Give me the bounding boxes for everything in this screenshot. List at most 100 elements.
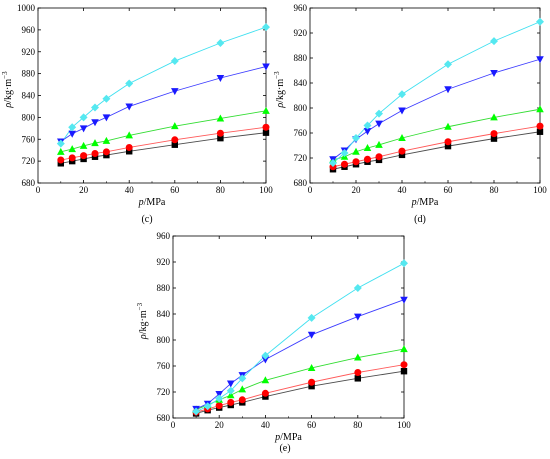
y-tick-label: 680 — [294, 178, 308, 188]
series-line — [332, 21, 541, 164]
y-axis-unit: /kg·m — [275, 79, 286, 103]
y-axis-label: ρ/kg·m−3 — [1, 71, 14, 109]
y-axis-label: ρ/kg·m−3 — [273, 71, 286, 109]
square-marker — [354, 375, 361, 382]
x-tick-label: 60 — [170, 185, 180, 195]
panel-e: 0 20 40 60 80 100 680 720 760 800 840 880 920 960 p/MP… — [136, 231, 411, 454]
circle-marker — [91, 149, 99, 157]
series-line — [195, 370, 405, 414]
y-tick-label: 760 — [157, 361, 171, 371]
circle-marker — [308, 378, 316, 386]
circle-marker — [238, 396, 246, 404]
y-axis-unit-exponent: −3 — [136, 302, 144, 310]
triangle-down-marker — [215, 390, 223, 398]
y-tick-label: 800 — [22, 112, 36, 122]
triangle-up-marker — [68, 145, 76, 153]
x-axis-label: p/MPa — [274, 432, 302, 443]
diamond-marker — [536, 17, 544, 26]
y-tick-label: 960 — [22, 25, 36, 35]
y-tick-label: 920 — [157, 257, 171, 267]
diamond-marker — [215, 394, 224, 403]
triangle-up-marker — [57, 147, 65, 155]
diamond-marker — [340, 149, 349, 157]
circle-marker — [262, 123, 270, 131]
diamond-marker — [125, 79, 134, 88]
triangle-up-marker — [398, 134, 406, 141]
x-axis-variable: p — [138, 197, 144, 208]
y-axis-unit: /kg·m — [3, 79, 14, 103]
triangle-up-marker — [444, 122, 452, 130]
circle-marker — [536, 122, 544, 130]
x-axis-label: p/MPa — [411, 197, 439, 208]
circle-marker — [444, 138, 452, 146]
y-tick-label: 880 — [157, 283, 171, 293]
x-axis-variable: p — [411, 197, 417, 208]
triangle-down-marker — [354, 313, 362, 321]
panel-label: (e) — [279, 443, 290, 454]
diamond-marker — [226, 386, 235, 395]
square-marker — [400, 368, 408, 375]
diamond-marker — [444, 60, 452, 69]
series-line — [332, 125, 541, 168]
triangle-down-marker — [226, 380, 235, 388]
triangle-down-marker — [79, 125, 88, 133]
triangle-down-marker — [536, 56, 544, 64]
y-tick-label: 920 — [294, 28, 308, 38]
circle-marker — [102, 148, 110, 156]
triangle-up-marker — [354, 353, 362, 361]
x-axis-variable: p — [274, 432, 280, 443]
circle-marker — [352, 158, 360, 166]
circle-marker — [375, 153, 383, 161]
y-tick-label: 680 — [22, 178, 36, 188]
y-tick-label: 800 — [294, 103, 308, 113]
plot-frame — [172, 235, 405, 419]
triangle-up-marker — [171, 122, 179, 130]
triangle-down-marker — [68, 130, 76, 138]
triangle-down-marker — [398, 107, 406, 115]
x-tick-label: 40 — [125, 185, 135, 195]
circle-marker — [68, 154, 76, 162]
x-tick-label: 20 — [352, 185, 362, 195]
panel-c: 0 20 40 60 80 100 680 720 760 800 840 880 920 960 1000… — [1, 3, 273, 225]
triangle-down-marker — [125, 103, 133, 111]
circle-marker — [341, 160, 348, 168]
triangle-down-marker — [444, 86, 452, 94]
x-tick-label: 100 — [533, 185, 547, 195]
diamond-marker — [398, 90, 406, 99]
x-tick-label: 40 — [261, 420, 271, 430]
triangle-up-marker — [91, 139, 99, 147]
y-tick-label: 840 — [157, 309, 171, 319]
circle-marker — [354, 369, 362, 376]
triangle-down-marker — [400, 296, 408, 304]
diamond-marker — [192, 407, 201, 416]
diamond-marker — [170, 57, 179, 66]
diamond-marker — [307, 313, 316, 322]
circle-marker — [364, 155, 371, 163]
y-tick-label: 680 — [157, 413, 171, 423]
diamond-marker — [216, 39, 225, 47]
circle-marker — [171, 136, 179, 144]
triangle-down-marker — [262, 63, 270, 71]
y-axis-variable: ρ — [3, 103, 14, 109]
x-tick-label: 60 — [444, 185, 454, 195]
diamond-marker — [56, 139, 65, 148]
square-marker — [444, 142, 452, 150]
y-tick-label: 920 — [22, 47, 36, 57]
y-tick-label: 720 — [22, 156, 36, 166]
panel-label: (c) — [141, 214, 152, 225]
y-tick-label: 720 — [294, 153, 308, 163]
y-tick-label: 840 — [294, 78, 308, 88]
square-marker — [490, 135, 498, 142]
y-tick-label: 720 — [157, 387, 171, 397]
triangle-up-marker — [352, 147, 360, 155]
x-axis-label: p/MPa — [138, 197, 166, 208]
triangle-down-marker — [307, 331, 316, 339]
diamond-marker — [203, 402, 212, 411]
y-tick-label: 760 — [294, 128, 308, 138]
x-tick-label: 0 — [36, 185, 41, 195]
x-tick-label: 80 — [353, 420, 363, 430]
triangle-up-marker — [307, 363, 316, 371]
triangle-up-marker — [125, 131, 133, 139]
x-tick-label: 80 — [216, 185, 226, 195]
x-axis-unit: /MPa — [417, 197, 439, 208]
